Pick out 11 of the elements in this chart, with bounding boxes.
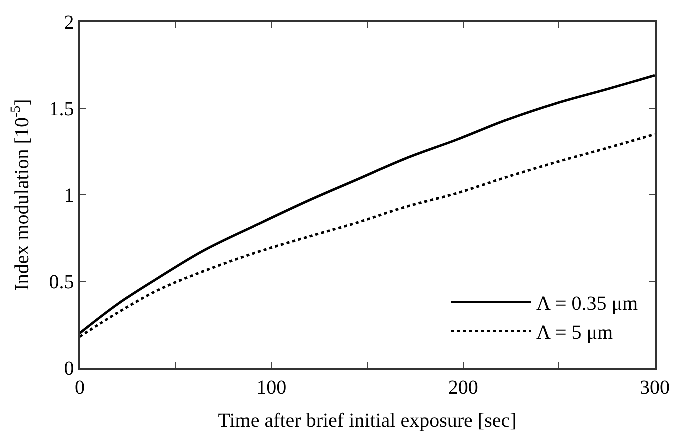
- y-tick-label: 0.5: [49, 272, 74, 294]
- legend-label: Λ = 5 μm: [536, 322, 614, 344]
- x-tick-label: 300: [640, 376, 670, 399]
- x-tick-label: 100: [256, 376, 287, 399]
- y-tick-label: 1.5: [49, 98, 74, 120]
- y-tick-label: 2: [64, 12, 74, 34]
- x-axis-title: Time after brief initial exposure [sec]: [218, 410, 517, 432]
- y-tick-label: 0: [64, 358, 74, 380]
- x-tick-label: 200: [448, 376, 478, 399]
- y-tick-label: 1: [64, 185, 74, 207]
- legend-label: Λ = 0.35 μm: [536, 293, 638, 315]
